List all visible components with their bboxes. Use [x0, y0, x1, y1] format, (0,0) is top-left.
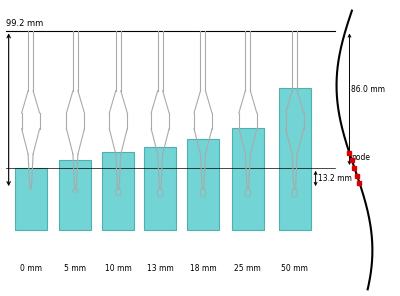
Text: 50 mm: 50 mm	[281, 264, 308, 274]
Text: 5 mm: 5 mm	[64, 264, 86, 274]
Bar	[60, 160, 91, 230]
Bar	[232, 128, 264, 230]
Text: 99.2 mm: 99.2 mm	[6, 19, 43, 28]
Bar	[279, 88, 311, 230]
Text: 18 mm: 18 mm	[190, 264, 216, 274]
Text: 10 mm: 10 mm	[105, 264, 132, 274]
Bar	[144, 147, 176, 230]
Bar	[15, 168, 46, 230]
Bar	[187, 139, 219, 230]
Text: node: node	[352, 153, 370, 163]
Text: 13.2 mm: 13.2 mm	[318, 174, 352, 183]
Bar	[102, 152, 134, 230]
Text: 0 mm: 0 mm	[20, 264, 42, 274]
Text: 25 mm: 25 mm	[234, 264, 261, 274]
Text: 86.0 mm: 86.0 mm	[352, 85, 386, 94]
Text: 13 mm: 13 mm	[147, 264, 174, 274]
